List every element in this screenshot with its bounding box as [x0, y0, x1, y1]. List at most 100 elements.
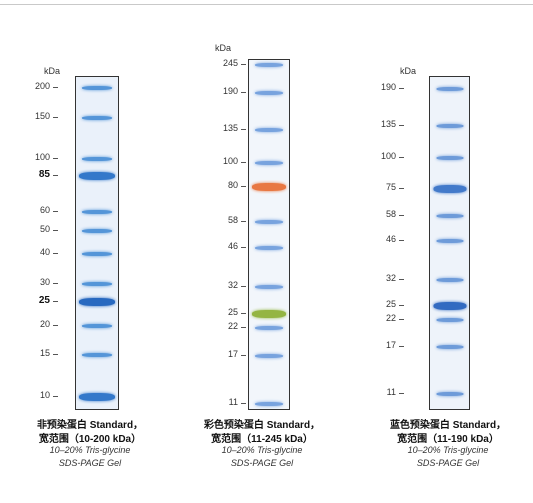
gel-lane	[429, 76, 470, 410]
gel-band-245	[255, 63, 283, 67]
gel-band-40	[82, 252, 112, 256]
marker-tick-46	[399, 239, 404, 241]
marker-tick-50	[53, 229, 58, 231]
gel-band-135	[255, 128, 283, 133]
gel-band-11	[255, 402, 283, 406]
gel-band-50	[82, 228, 112, 233]
marker-tick-200	[53, 87, 58, 88]
marker-label-20: 20	[39, 318, 50, 329]
marker-tick-15	[53, 354, 58, 356]
marker-label-190: 190	[380, 82, 396, 92]
unit-label: kDa	[44, 66, 61, 76]
marker-label-17: 17	[227, 349, 238, 360]
marker-label-200: 200	[34, 81, 50, 91]
marker-label-80: 80	[227, 180, 238, 191]
gel-lane	[248, 59, 290, 410]
gel-band-46	[255, 245, 283, 250]
marker-label-15: 15	[39, 348, 50, 359]
gel-band-17	[255, 354, 283, 359]
marker-label-245: 245	[222, 58, 238, 68]
gel-band-10	[79, 393, 115, 401]
marker-tick-30	[53, 282, 58, 284]
marker-label-50: 50	[39, 223, 50, 234]
marker-tick-190	[399, 88, 404, 89]
gel-lane	[75, 76, 119, 410]
caption-gel-type: 10–20% Tris-glycine	[49, 445, 131, 455]
marker-label-85: 85	[38, 169, 50, 181]
gel-band-150	[82, 115, 112, 120]
caption-range: 宽范围（11-190 kDa）	[397, 434, 499, 445]
marker-tick-58	[241, 221, 246, 223]
gel-band-15	[82, 353, 112, 358]
marker-tick-135	[399, 124, 404, 126]
marker-tick-46	[241, 246, 246, 248]
marker-label-60: 60	[39, 205, 50, 216]
gel-band-25	[252, 310, 286, 319]
gel-band-22	[255, 326, 283, 331]
marker-tick-58	[399, 215, 404, 217]
marker-label-25: 25	[38, 295, 50, 307]
unit-label: kDa	[215, 43, 232, 53]
marker-label-135: 135	[380, 118, 396, 129]
gel-band-17	[436, 345, 463, 350]
marker-tick-80	[241, 186, 246, 188]
gel-band-200	[82, 86, 112, 90]
marker-tick-17	[399, 346, 404, 348]
gel-band-135	[436, 123, 463, 128]
marker-label-190: 190	[222, 85, 238, 96]
gel-band-58	[436, 214, 463, 219]
marker-label-135: 135	[222, 123, 238, 134]
caption-gel-name: SDS-PAGE Gel	[416, 458, 480, 468]
marker-label-150: 150	[34, 110, 50, 121]
marker-label-30: 30	[39, 276, 50, 287]
marker-label-58: 58	[227, 215, 238, 226]
gel-band-100	[255, 160, 283, 165]
marker-tick-10	[53, 396, 58, 397]
marker-label-10: 10	[39, 390, 50, 400]
marker-tick-22	[399, 318, 404, 320]
marker-tick-11	[399, 393, 404, 394]
marker-tick-75	[399, 187, 404, 189]
marker-label-75: 75	[385, 181, 396, 192]
marker-label-25: 25	[385, 299, 396, 310]
caption-gel-type: 10–20% Tris-glycine	[407, 445, 489, 455]
marker-label-22: 22	[385, 312, 396, 323]
marker-tick-17	[241, 355, 246, 357]
gel-band-32	[255, 285, 283, 290]
gel-band-60	[82, 210, 112, 215]
marker-tick-25	[399, 305, 404, 307]
caption-gel-name: SDS-PAGE Gel	[230, 458, 294, 468]
marker-label-46: 46	[385, 233, 396, 244]
caption-title: 蓝色预染蛋白 Standard，	[389, 420, 507, 431]
gel-band-11	[436, 392, 463, 396]
caption-gel-name: SDS-PAGE Gel	[58, 458, 122, 468]
gel-band-75	[433, 184, 466, 193]
gel-band-100	[82, 157, 112, 162]
marker-label-100: 100	[222, 155, 238, 166]
marker-label-32: 32	[227, 280, 238, 291]
marker-label-32: 32	[385, 272, 396, 283]
marker-label-100: 100	[380, 150, 396, 161]
caption-gel-type: 10–20% Tris-glycine	[221, 445, 303, 455]
marker-tick-135	[241, 129, 246, 131]
gel-band-190	[255, 90, 283, 95]
marker-tick-40	[53, 253, 58, 254]
marker-tick-11	[241, 403, 246, 404]
caption-range: 宽范围（10-200 kDa）	[38, 434, 142, 445]
marker-label-11: 11	[228, 397, 238, 407]
caption-title: 彩色预染蛋白 Standard，	[203, 420, 321, 431]
marker-tick-150	[53, 116, 58, 118]
gel-band-25	[433, 302, 466, 311]
marker-tick-20	[53, 324, 58, 326]
marker-label-11: 11	[386, 387, 396, 397]
marker-tick-22	[241, 327, 246, 329]
gel-band-80	[252, 183, 286, 192]
gel-band-32	[436, 277, 463, 282]
unit-label: kDa	[400, 66, 417, 76]
top-rule	[0, 4, 533, 5]
marker-label-22: 22	[227, 321, 238, 332]
marker-tick-100	[53, 158, 58, 160]
marker-tick-85	[53, 175, 58, 177]
marker-label-17: 17	[385, 340, 396, 351]
